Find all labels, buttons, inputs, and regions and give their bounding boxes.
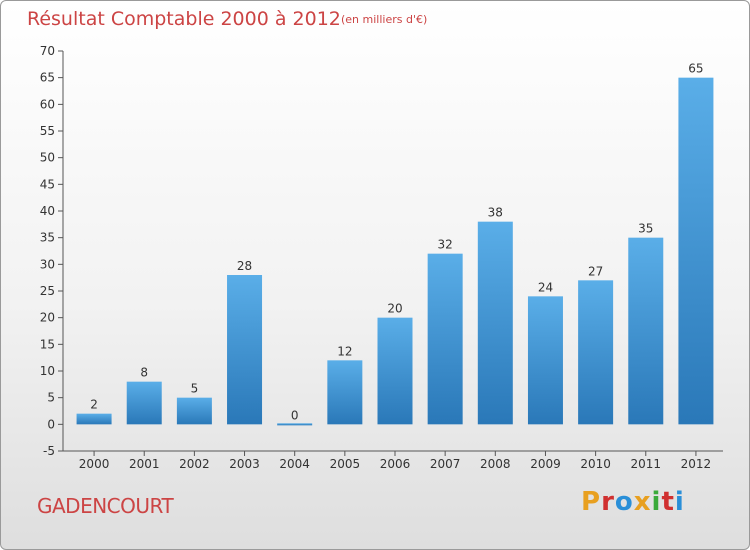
logo-letter: i (651, 487, 662, 517)
bar-value-label: 12 (337, 344, 352, 358)
bar (176, 397, 212, 425)
logo-letter: o (614, 487, 634, 517)
x-tick-label: 2003 (229, 457, 260, 471)
y-tick-label: 0 (47, 417, 55, 431)
y-tick-label: 45 (40, 177, 55, 191)
x-tick-label: 2012 (681, 457, 712, 471)
y-tick-label: 40 (40, 204, 55, 218)
bar-value-label: 24 (538, 280, 553, 294)
bar-value-label: 35 (638, 222, 653, 236)
x-tick-label: 2007 (430, 457, 461, 471)
bar-value-label: 0 (291, 408, 299, 422)
logo-letter: r (601, 487, 615, 517)
commune-name: GADENCOURT (37, 494, 174, 518)
y-tick-label: 50 (40, 151, 55, 165)
y-tick-label: 20 (40, 311, 55, 325)
y-tick-label: 25 (40, 284, 55, 298)
bar-value-label: 28 (237, 259, 252, 273)
x-tick-label: 2010 (580, 457, 611, 471)
bar (628, 237, 664, 425)
x-tick-label: 2005 (330, 457, 361, 471)
y-tick-label: 35 (40, 231, 55, 245)
bar-value-label: 2 (90, 398, 98, 412)
x-tick-label: 2011 (630, 457, 661, 471)
x-tick-label: 2001 (129, 457, 160, 471)
bar (327, 360, 363, 425)
y-tick-label: 15 (40, 337, 55, 351)
y-tick-label: 55 (40, 124, 55, 138)
logo-letter: i (674, 487, 685, 517)
bar (578, 280, 614, 425)
y-tick-label: 65 (40, 71, 55, 85)
bar-value-label: 27 (588, 264, 603, 278)
x-tick-label: 2000 (79, 457, 110, 471)
logo-letter: x (633, 487, 652, 517)
bar-value-label: 5 (191, 382, 199, 396)
y-tick-label: 10 (40, 364, 55, 378)
bar (227, 275, 263, 425)
y-tick-label: 70 (40, 44, 55, 58)
bar-value-label: 65 (688, 62, 703, 76)
y-tick-label: 30 (40, 257, 55, 271)
bar-value-label: 32 (438, 238, 453, 252)
bar (477, 221, 513, 425)
bar (377, 317, 413, 425)
bar (76, 413, 112, 425)
logo-letter: t (661, 487, 675, 517)
bar (527, 296, 563, 425)
x-tick-label: 2009 (530, 457, 561, 471)
bar-value-label: 8 (140, 366, 148, 380)
bar-value-label: 20 (387, 302, 402, 316)
bar-value-label: 38 (488, 206, 503, 220)
bar (678, 77, 714, 425)
x-tick-label: 2006 (380, 457, 411, 471)
x-tick-label: 2002 (179, 457, 210, 471)
y-tick-label: 60 (40, 97, 55, 111)
logo-letter: P (581, 487, 602, 517)
bar (277, 423, 313, 426)
proxiti-logo: Proxiti (581, 487, 685, 517)
y-tick-label: 5 (47, 391, 55, 405)
x-tick-label: 2008 (480, 457, 511, 471)
bar (427, 253, 463, 425)
chart-subtitle: (en milliers d'€) (341, 13, 428, 26)
x-tick-label: 2004 (279, 457, 310, 471)
chart-title: Résultat Comptable 2000 à 2012 (27, 8, 341, 30)
bar (126, 381, 162, 425)
y-tick-label: -5 (43, 444, 55, 458)
